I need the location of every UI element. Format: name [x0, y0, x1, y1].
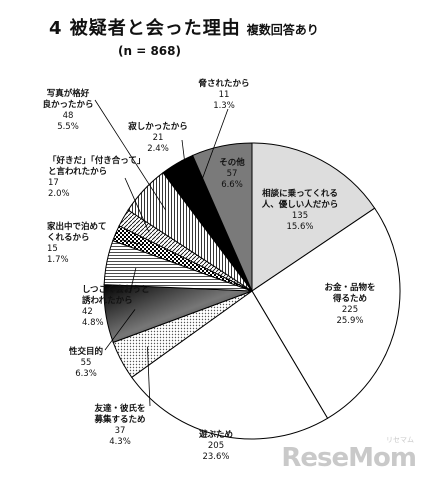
watermark-small-text: リセマム — [386, 436, 414, 444]
chart-subtitle: 複数回答あり — [246, 23, 319, 37]
category-label-slice-9-line-1: 写真が格好 — [47, 88, 90, 99]
category-label-slice-8-line-2: と言われたから — [48, 166, 107, 177]
percent-label-slice-2: 25.9% — [336, 316, 363, 326]
percent-label-slice-5: 6.3% — [75, 369, 97, 379]
category-label-slice-6-line-2: 誘われたから — [82, 295, 133, 306]
category-label-slice-10-line-1: 寂しかったから — [128, 121, 188, 132]
value-label-slice-10: 21 — [153, 133, 164, 143]
value-label-slice-5: 55 — [81, 358, 92, 368]
value-label-slice-12: 57 — [227, 169, 238, 179]
leader-line-slice-9 — [94, 99, 166, 211]
percent-label-slice-3: 23.6% — [202, 452, 229, 462]
category-label-slice-7-line-1: 家出中で泊めて — [47, 221, 107, 232]
pie-slice-1 — [251, 142, 376, 292]
leader-line-slice-4 — [147, 346, 151, 407]
value-label-slice-2: 225 — [342, 305, 358, 315]
percent-label-slice-6: 4.8% — [82, 318, 104, 328]
chart-title-text: 4 被疑者と会った理由 — [49, 18, 241, 39]
value-label-slice-8: 17 — [48, 178, 59, 188]
pie-slice-3 — [131, 290, 329, 440]
category-label-slice-7-line-2: くれるから — [47, 233, 90, 243]
percent-label-slice-4: 4.3% — [109, 437, 131, 447]
watermark-text: ReseMom — [281, 443, 417, 473]
percent-label-slice-8: 2.0% — [48, 189, 70, 199]
pie-slice-12 — [191, 142, 253, 292]
category-label-slice-2-line-2: 得るため — [332, 293, 367, 304]
leader-line-slice-7 — [121, 239, 144, 246]
value-label-slice-4: 37 — [115, 426, 126, 436]
category-label-slice-8-line-1: 「好きだ」「付き合って」 — [48, 155, 145, 166]
percent-label-slice-12: 6.6% — [221, 180, 243, 190]
percent-label-slice-10: 2.4% — [147, 144, 169, 154]
category-label-slice-11-line-1: 脅されたから — [198, 78, 249, 89]
watermark-logo: ReseMom リセマム — [281, 436, 417, 473]
value-label-slice-6: 42 — [82, 307, 93, 317]
percent-label-slice-11: 1.3% — [213, 101, 235, 111]
value-label-slice-1: 135 — [292, 211, 308, 221]
value-label-slice-11: 11 — [219, 90, 230, 100]
value-label-slice-7: 15 — [47, 244, 58, 254]
category-label-slice-4-line-1: 友達・彼氏を — [93, 403, 145, 414]
category-label-slice-1-line-2: 人、優しい人だから — [262, 199, 339, 210]
category-label-slice-9-line-2: 良かったから — [42, 99, 93, 110]
chart-title: 4 被疑者と会った理由 複数回答あり — [49, 14, 319, 40]
category-label-slice-4-line-2: 募集するため — [93, 414, 145, 425]
category-label-slice-1-line-1: 相談に乗ってくれる — [262, 188, 338, 199]
value-label-slice-9: 48 — [63, 111, 74, 121]
category-label-slice-2-line-1: お金・品物を — [324, 282, 375, 293]
category-label-slice-5-line-1: 性交目的 — [69, 346, 104, 357]
category-label-slice-12-line-1: その他 — [219, 157, 245, 168]
percent-label-slice-1: 15.6% — [286, 222, 313, 232]
percent-label-slice-9: 5.5% — [57, 122, 79, 132]
leader-line-slice-8 — [124, 177, 150, 233]
category-label-slice-3-line-1: 遊ぶため — [199, 429, 233, 440]
leader-line-slice-11 — [199, 108, 229, 185]
pie-slice-2 — [251, 207, 401, 419]
leader-line-slice-6 — [129, 267, 137, 294]
leader-line-slice-5 — [104, 309, 136, 351]
category-label-slice-6-line-1: しつこく会おうと — [82, 284, 150, 295]
sample-size-label: (n = 868) — [118, 44, 181, 58]
percent-label-slice-7: 1.7% — [47, 255, 69, 265]
leader-line-slice-10 — [181, 139, 189, 192]
value-label-slice-3: 205 — [208, 441, 224, 451]
